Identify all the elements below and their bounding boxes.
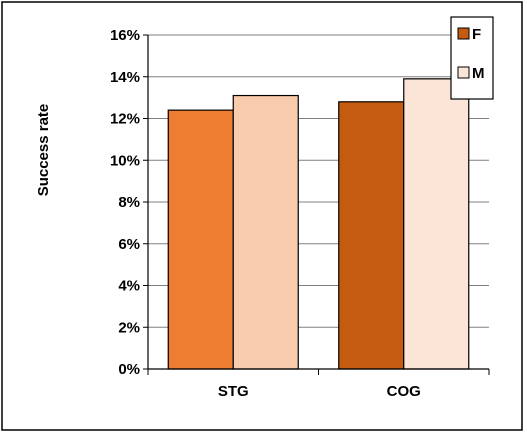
legend-label-F: F [472,26,481,43]
x-tick-label: STG [218,383,249,400]
y-tick-label: 16% [110,27,140,44]
y-tick-label: 12% [110,111,140,128]
legend-label-M: M [472,65,485,82]
bar-M-STG [232,94,299,370]
y-tick-label: 8% [118,194,140,211]
legend: FM [450,16,494,100]
y-tick-label: 2% [118,319,140,336]
axes: 0% 2% 4% 6% 8% 10% 12% 14% 16% STG COG [110,27,490,400]
bars [167,78,470,370]
y-axis-label: Success rate [35,104,52,197]
bar-M-COG [403,78,470,370]
y-tick-label: 4% [118,278,140,295]
y-tick-label: 10% [110,152,140,169]
bar-F-COG [338,101,405,370]
x-tick-label: COG [387,383,421,400]
y-tick-label: 14% [110,69,140,86]
y-tick-label: 0% [118,361,140,378]
legend-swatch-F [457,27,470,40]
bar-F-STG [167,109,234,370]
y-tick-label: 6% [118,236,140,253]
legend-swatch-M [457,66,470,79]
